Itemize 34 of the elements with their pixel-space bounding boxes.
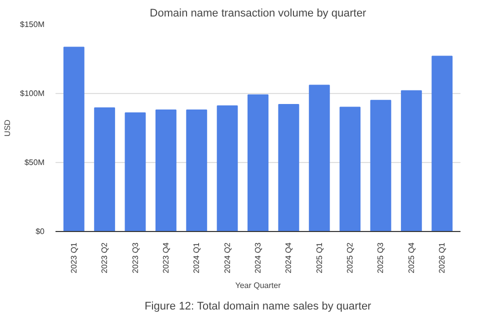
bar [94, 107, 116, 232]
x-tick-label: 2025 Q2 [346, 242, 355, 274]
x-tick-label: 2024 Q3 [254, 242, 262, 274]
y-tick-label: $150M [20, 20, 45, 29]
x-tick-label: 2023 Q1 [69, 242, 78, 274]
x-tick-label: 2025 Q4 [406, 242, 416, 274]
bar [370, 100, 392, 232]
bar [124, 112, 146, 232]
x-tick-label: 2024 Q4 [284, 242, 294, 274]
bar [340, 106, 361, 232]
bar [278, 104, 300, 232]
x-axis-title: Year Quarter [235, 281, 282, 290]
x-tick-label: 2023 Q2 [100, 242, 110, 274]
bar [63, 46, 84, 232]
y-tick-label: $100M [20, 89, 45, 98]
bar [308, 84, 330, 232]
caption: Figure 12: Total domain name sales by quarter [144, 300, 372, 312]
y-tick-label: $50M [24, 158, 45, 167]
y-axis-title: USD [3, 119, 12, 136]
bar [400, 90, 422, 232]
bar [186, 110, 208, 232]
x-tick-label: 2025 Q1 [314, 242, 324, 274]
x-tick-label: 2025 Q3 [376, 242, 386, 274]
x-tick-label: 2023 Q4 [161, 242, 170, 274]
x-tick-label: 2026 Q1 [438, 242, 447, 274]
y-tick-label: $0 [36, 227, 46, 236]
bar [248, 94, 268, 232]
chart-title: Domain name transaction volume by quarter [150, 8, 367, 20]
x-tick-label: 2024 Q1 [192, 242, 202, 274]
bar [216, 105, 238, 232]
bar [432, 56, 453, 232]
x-tick-label: 2024 Q2 [222, 242, 232, 274]
bar [155, 110, 176, 232]
x-tick-label: 2023 Q3 [130, 242, 140, 274]
